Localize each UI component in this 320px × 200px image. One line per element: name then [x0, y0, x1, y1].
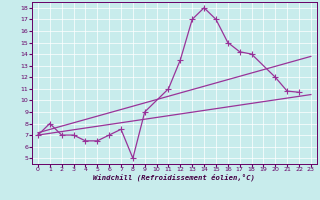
- X-axis label: Windchill (Refroidissement éolien,°C): Windchill (Refroidissement éolien,°C): [93, 174, 255, 181]
